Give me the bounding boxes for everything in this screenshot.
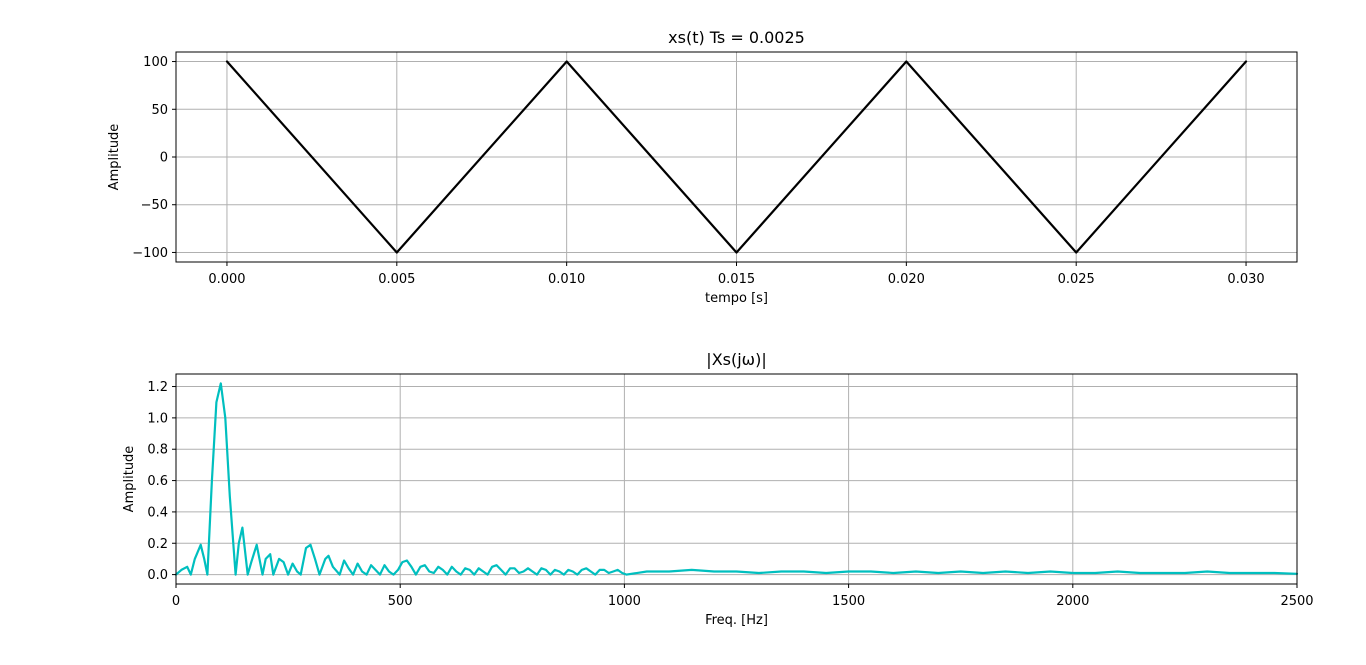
y-axis-label: Amplitude	[107, 124, 122, 191]
x-tick-label: 2000	[1056, 594, 1089, 609]
x-tick-label: 1000	[608, 594, 641, 609]
x-tick-label: 0	[172, 594, 180, 609]
y-tick-label: 100	[143, 55, 168, 70]
x-tick-label: 0.015	[718, 272, 755, 287]
y-tick-label: 0	[160, 151, 168, 166]
x-tick-label: 1500	[832, 594, 865, 609]
y-tick-label: 0.0	[147, 568, 168, 583]
x-tick-label: 0.020	[888, 272, 925, 287]
x-tick-label: 0.030	[1227, 272, 1264, 287]
x-axis-label: tempo [s]	[705, 291, 768, 306]
x-tick-label: 500	[388, 594, 413, 609]
x-tick-label: 0.000	[208, 272, 245, 287]
x-tick-label: 2500	[1280, 594, 1313, 609]
y-axis-label: Amplitude	[122, 446, 137, 513]
plot-frame	[175, 373, 1298, 585]
y-tick-label: 0.4	[147, 505, 168, 520]
x-axis-label: Freq. [Hz]	[705, 613, 768, 628]
y-tick-label: 0.6	[147, 474, 168, 489]
y-tick-label: −100	[132, 246, 168, 261]
frequency-domain-plot: 0 500 1000 1500 2000 2500 1.2 1.0 0.8 0.6 0.4 0.2 0.…	[122, 350, 1314, 628]
x-tick-label: 0.010	[548, 272, 585, 287]
y-tick-label: 0.8	[147, 443, 168, 458]
chart-title: xs(t) Ts = 0.0025	[668, 28, 805, 47]
series-line	[225, 60, 1248, 254]
y-tick-label: 1.2	[147, 380, 168, 395]
x-tick-label: 0.025	[1058, 272, 1095, 287]
y-tick-label: −50	[141, 198, 168, 213]
y-tick-label: 1.0	[147, 411, 168, 426]
y-tick-label: 50	[151, 103, 168, 118]
series-line	[174, 382, 1299, 576]
time-domain-plot: 0.000 0.005 0.010 0.015 0.020 0.025 0.030 100 50…	[107, 28, 1298, 306]
chart-title: |Xs(jω)|	[706, 350, 766, 369]
y-tick-label: 0.2	[147, 537, 168, 552]
x-tick-label: 0.005	[378, 272, 415, 287]
